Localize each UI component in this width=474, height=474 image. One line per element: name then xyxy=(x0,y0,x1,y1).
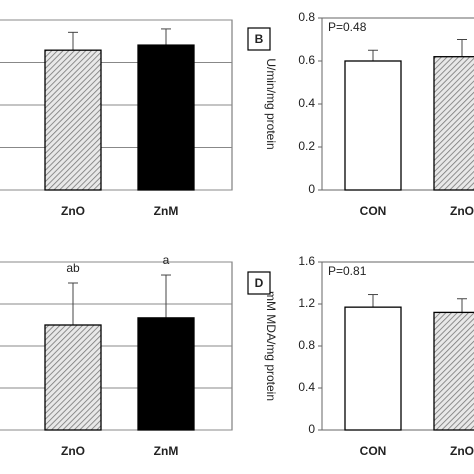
bar xyxy=(344,306,402,431)
y-axis-label: U/min/mg protein xyxy=(264,58,278,149)
x-tick-label: CON xyxy=(360,444,387,458)
bar xyxy=(137,44,195,191)
y-tick-label: 0.6 xyxy=(298,53,315,67)
y-tick-label: 0.2 xyxy=(298,139,315,153)
y-tick-label: 1.2 xyxy=(298,296,315,310)
bar xyxy=(433,56,474,191)
y-tick-label: 0 xyxy=(308,182,315,196)
x-tick-label: ZnO xyxy=(450,444,474,458)
panel-label-box xyxy=(247,27,271,51)
x-tick-label: ZnO xyxy=(61,444,85,458)
x-tick-label: CON xyxy=(360,204,387,218)
x-tick-label: ZnM xyxy=(154,204,179,218)
bar xyxy=(344,60,402,191)
bar xyxy=(137,317,195,431)
x-tick-label: ZnO xyxy=(450,204,474,218)
y-tick-label: 0 xyxy=(308,422,315,436)
y-tick-label: 0.8 xyxy=(298,338,315,352)
panel-label-box xyxy=(247,271,271,295)
bar xyxy=(433,311,474,431)
p-value: P=0.48 xyxy=(328,20,367,34)
significance-letter: ab xyxy=(66,261,80,275)
p-value: P=0.81 xyxy=(328,264,367,278)
y-tick-label: 0.4 xyxy=(298,380,315,394)
x-tick-label: ZnM xyxy=(154,444,179,458)
x-tick-label: ZnO xyxy=(61,204,85,218)
panel-label: D xyxy=(255,276,264,290)
bar xyxy=(44,324,102,431)
y-tick-label: 0.8 xyxy=(298,10,315,24)
significance-letter: a xyxy=(163,253,170,267)
y-tick-label: 0.4 xyxy=(298,96,315,110)
panel-label: B xyxy=(255,32,264,46)
y-axis-label: mM MDA/mg protein xyxy=(264,291,278,401)
y-tick-label: 1.6 xyxy=(298,254,315,268)
bar xyxy=(44,49,102,191)
